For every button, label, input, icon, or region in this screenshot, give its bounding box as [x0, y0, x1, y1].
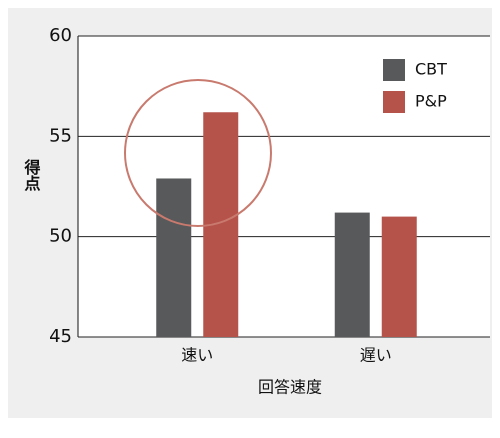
plot-area: [78, 36, 490, 337]
legend-swatch: [383, 91, 405, 113]
y-tick-label: 45: [49, 326, 72, 347]
y-tick-label: 50: [49, 226, 72, 247]
x-axis-label: 回答速度: [258, 378, 322, 397]
y-tick-label: 60: [49, 25, 72, 46]
x-tick-label: 遅い: [360, 346, 392, 365]
highlight-circle: [124, 79, 272, 227]
bar: [334, 212, 370, 337]
bar: [381, 216, 417, 337]
legend-label: CBT: [415, 60, 447, 79]
bar: [156, 178, 192, 337]
y-tick-label: 55: [49, 125, 72, 146]
x-tick-label: 速い: [181, 346, 213, 365]
y-axis-label: 得点: [22, 158, 42, 192]
legend-swatch: [383, 59, 405, 81]
legend-label: P&P: [415, 92, 447, 111]
